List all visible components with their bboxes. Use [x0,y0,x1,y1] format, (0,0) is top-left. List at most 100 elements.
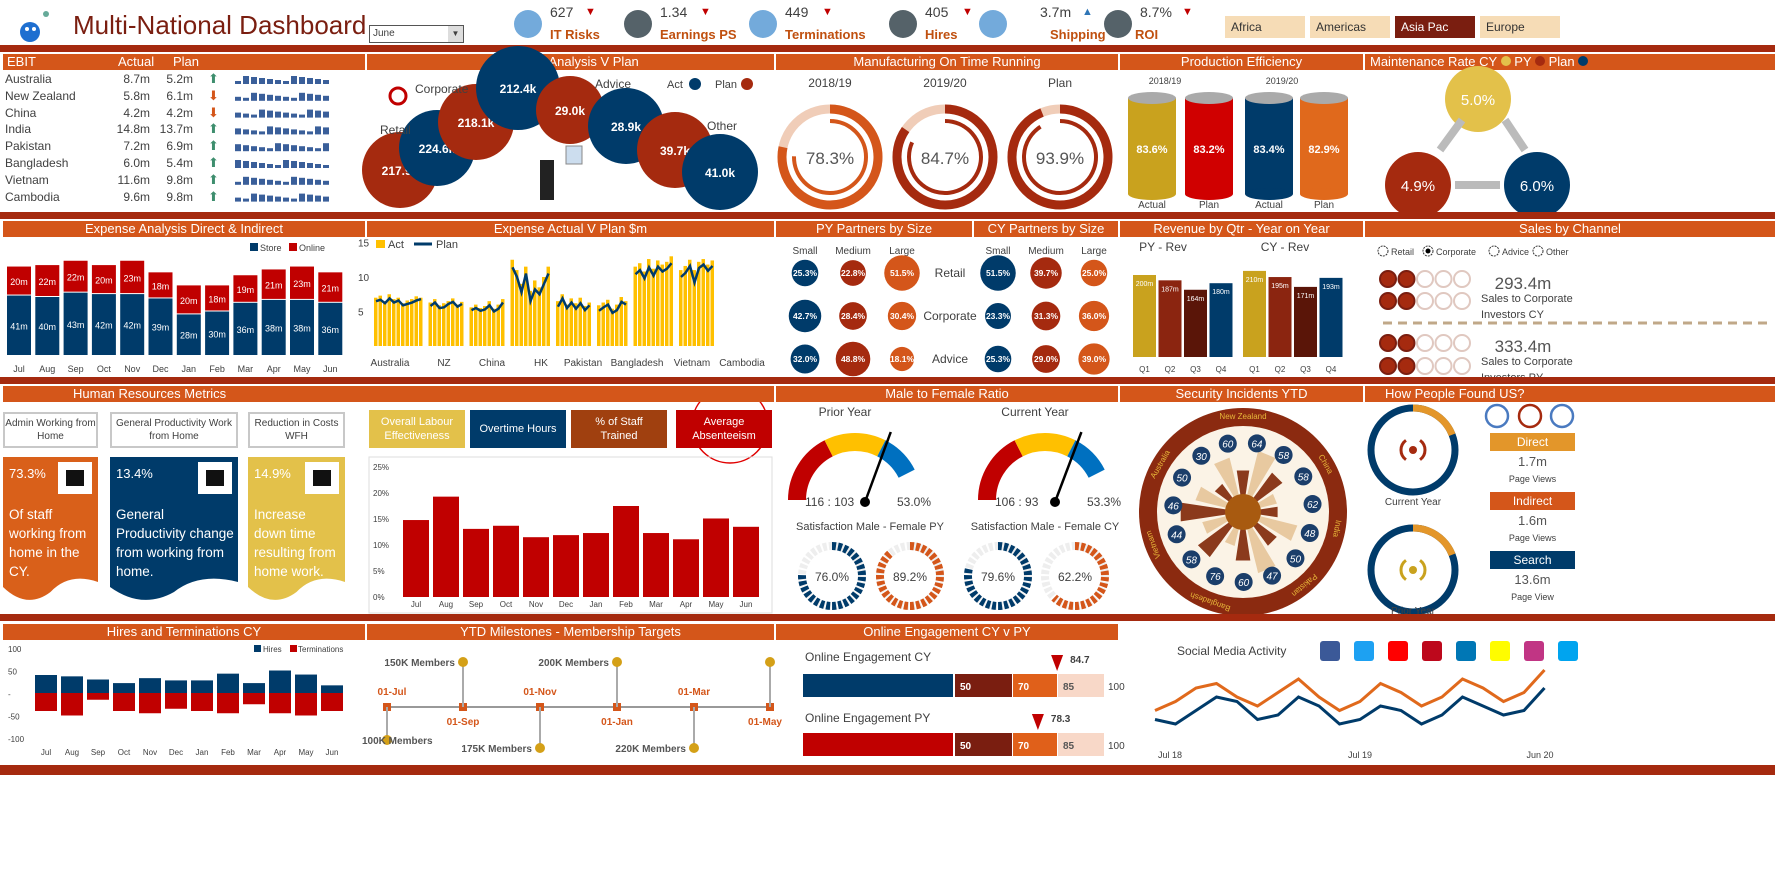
bar-act [460,301,464,346]
ebit-actual: 5.8m [123,88,150,103]
bar-label: 36m [322,325,340,335]
bar-act [510,259,514,346]
cylinder-top [1300,92,1348,104]
linkedin-icon[interactable] [1456,641,1476,661]
instagram-icon[interactable] [1524,641,1544,661]
period-dropdown[interactable]: June ▼ [369,25,464,43]
partner-bubble [839,302,867,330]
x-tick: Mar [247,748,261,757]
absenteeism-bar [523,537,549,597]
bar-act [651,268,655,346]
gauge-pivot [1050,497,1060,507]
revenue-bar [1294,286,1317,357]
channel-unit: Page Views [1508,474,1557,484]
sparkline-bar [251,177,257,185]
cylinder-top [1185,92,1233,104]
logo [8,2,63,46]
incident-marker [1167,525,1186,544]
twitter-icon[interactable] [1354,641,1374,661]
x-tick: Dec [169,748,183,757]
kpi-value: 1.34 [660,4,688,20]
radio-other[interactable] [1532,245,1544,257]
region-button-americas[interactable]: Americas [1310,16,1390,38]
sparkline-bar [323,80,329,84]
kpi-label: Shipping [1050,27,1106,42]
bar-act [496,304,500,346]
cylinder-bottom [1128,188,1176,200]
bar-terminations [113,693,135,711]
sparkline-bar [275,127,281,135]
sparkline-bar [299,130,305,135]
channel-indirect[interactable]: Indirect [1490,492,1575,510]
sparkline-bar [307,163,313,168]
cycle-arrow-icon [1436,117,1466,153]
kpi-value: 449 [785,4,809,20]
satisfaction-label: Satisfaction Male - Female CY [971,521,1120,533]
chevron-down-icon[interactable]: ▼ [448,26,463,42]
arrow-up-icon: ⬆ [208,71,219,86]
arrow-up-icon: ⬆ [208,171,219,187]
bar-act [601,302,605,346]
absenteeism-bar [643,533,669,597]
absenteeism-bar [553,535,579,597]
satisfaction-value: 89.2% [893,570,927,584]
hr-metric-button[interactable]: % of Staff Trained [571,410,667,448]
legend-hires: Hires [263,645,282,654]
sparkline-bar [275,180,281,185]
revenue-bar [1319,277,1343,357]
channel-search[interactable]: Search [1490,551,1575,569]
milestone-date: 01-Jan [601,717,633,728]
bar-act [378,295,382,346]
sparkline-bar [283,128,289,135]
partner-value: 51.5% [986,268,1011,278]
radio-retail[interactable] [1377,245,1389,257]
line-plan [598,300,627,315]
band-label: 50 [960,682,972,693]
manufacturing-value: 84.7% [921,149,969,168]
found-header: How People Found US? [1365,386,1775,402]
year-label: 2019/20 [1266,76,1299,86]
production-value: 82.9% [1308,144,1339,156]
channel-direct[interactable]: Direct [1490,433,1575,451]
ebit-country: Cambodia [5,189,60,204]
incident-value: 58 [1278,451,1290,462]
maintenance-circle-plan [1504,152,1570,218]
hr-metric-button[interactable]: Overall Labour Effectiveness [369,410,465,448]
sparkline-bar [307,109,313,118]
gender-header: Male to Female Ratio [776,386,1118,402]
hr-metric-button[interactable]: Average Absenteeism [676,410,772,448]
incident-value: 62 [1307,500,1319,511]
gender-pct: 53.0% [897,495,931,509]
bar-act [401,303,405,346]
kpi-value: 3.7m [1040,4,1072,20]
region-button-africa[interactable]: Africa [1225,16,1305,38]
x-tick: Jun [323,364,338,374]
youtube-icon[interactable] [1388,641,1408,661]
radio-advice[interactable] [1488,245,1500,257]
sparkline-bar [291,145,297,152]
legend-online-marker [289,243,297,251]
region-button-europe[interactable]: Europe [1480,16,1560,38]
region-button-asia-pac[interactable]: Asia Pac [1395,16,1475,38]
pinterest-icon[interactable] [1422,641,1442,661]
channel-unit: Page Views [1508,533,1557,543]
production-header: Production Efficiency [1120,54,1363,70]
sparkline-bar [291,176,297,185]
found-year-label: Prior Year [1391,606,1436,617]
x-tick: Jun 20 [1526,750,1553,760]
facebook-icon[interactable] [1320,641,1340,661]
partner-value: 25.3% [986,354,1011,364]
windows-icon[interactable] [1558,641,1578,661]
bar-label: 21m [322,284,340,294]
ebit-plan: 5.2m [166,72,193,86]
milestone-date: 01-Sep [447,717,480,728]
kpi-value: 627 [550,4,574,20]
kpi-label: ROI [1135,27,1159,42]
sparkline-bar [267,94,273,101]
divider [0,377,1775,384]
hr-metric-button[interactable]: Overtime Hours [470,410,566,448]
incident-value: 60 [1238,578,1250,589]
snapchat-icon[interactable] [1490,641,1510,661]
sparkline-bar [307,131,313,135]
manufacturing-value: 93.9% [1036,149,1084,168]
